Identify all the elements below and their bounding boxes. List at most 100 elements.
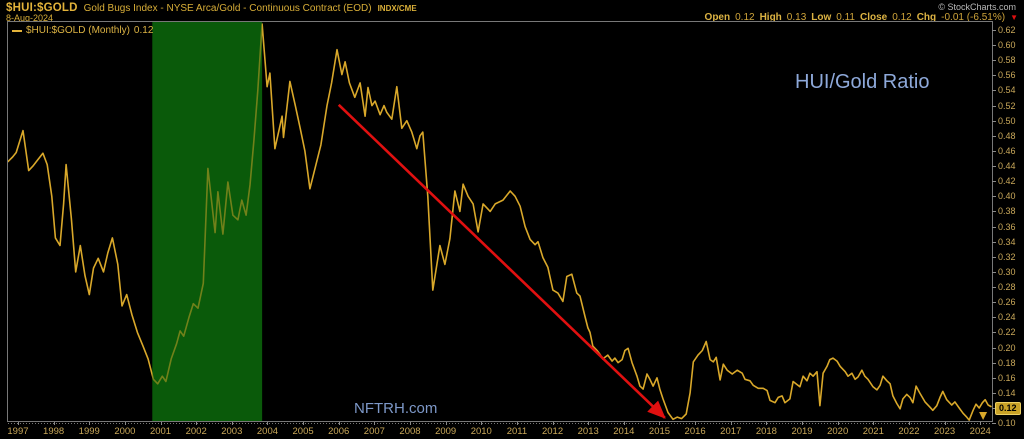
y-axis-label: 0.54 — [998, 85, 1016, 96]
y-axis-tick — [992, 120, 996, 122]
x-axis-label: 2002 — [185, 426, 207, 437]
x-axis-label: 1997 — [7, 426, 29, 437]
y-axis-label: 0.32 — [998, 251, 1016, 262]
exchange-label: INDX/CME — [377, 4, 417, 13]
x-axis-label: 2012 — [541, 426, 564, 437]
y-axis-label: 0.52 — [998, 100, 1016, 111]
y-axis-label: 0.62 — [998, 25, 1016, 35]
x-axis-label: 2001 — [149, 426, 172, 437]
x-axis-label: 2015 — [648, 426, 671, 437]
x-axis-tick — [766, 422, 768, 425]
x-axis-label: 2023 — [934, 426, 956, 437]
x-axis-label: 2011 — [506, 426, 528, 437]
y-axis-label: 0.58 — [998, 55, 1016, 66]
x-axis-label: 2018 — [755, 426, 777, 437]
x-axis-tick — [873, 422, 875, 425]
y-axis-label: 0.14 — [998, 387, 1016, 398]
y-axis-tick — [992, 287, 996, 289]
x-axis-label: 2014 — [613, 426, 635, 437]
y-axis-label: 0.36 — [998, 221, 1016, 232]
x-axis-tick — [552, 422, 554, 425]
y-axis-tick — [992, 256, 996, 258]
x-axis-label: 2022 — [898, 426, 920, 437]
y-axis-tick — [992, 181, 996, 183]
y-axis-label: 0.34 — [998, 236, 1016, 247]
y-axis-label: 0.48 — [998, 130, 1016, 141]
x-axis-tick — [374, 422, 376, 425]
x-axis-tick — [53, 422, 55, 425]
x-axis-tick — [267, 422, 269, 425]
x-axis-minor-ticks — [8, 423, 992, 424]
y-axis-tick — [992, 90, 996, 92]
ratio-annotation: HUI/Gold Ratio — [795, 71, 930, 93]
y-axis-tick — [992, 317, 996, 319]
x-axis-label: 2005 — [292, 426, 314, 437]
x-axis-tick — [481, 422, 483, 425]
y-axis-tick — [992, 30, 996, 31]
x-axis-label: 2019 — [791, 426, 813, 437]
x-axis-tick — [623, 422, 625, 425]
x-axis-tick — [659, 422, 661, 425]
x-axis-label: 2009 — [435, 426, 457, 437]
y-axis-tick — [992, 392, 996, 394]
y-axis-label: 0.24 — [998, 312, 1016, 323]
low-value: 0.11 — [836, 12, 855, 23]
x-axis-tick — [730, 422, 732, 425]
x-axis-label: 2006 — [328, 426, 350, 437]
y-axis-label: 0.44 — [998, 161, 1016, 172]
y-axis-label: 0.42 — [998, 176, 1016, 187]
bull-phase-highlight-tint — [152, 22, 263, 421]
x-axis-tick — [516, 422, 518, 425]
y-axis-tick — [992, 302, 996, 304]
y-axis-tick — [992, 377, 996, 379]
legend-series-value: 0.12 — [133, 25, 154, 36]
y-axis-tick — [992, 75, 996, 77]
plot-area: 0.12 0.62 0.60 0.58 0.56 0.54 0.52 0.50 0.48 0.4… — [7, 21, 1021, 428]
x-axis-label: 2004 — [256, 426, 279, 437]
nftrh-watermark: NFTRH.com — [354, 400, 438, 417]
y-axis-label: 0.56 — [998, 70, 1016, 81]
y-axis-label: 0.50 — [998, 115, 1016, 126]
y-axis-label: 0.46 — [998, 145, 1016, 156]
price-line-chart — [8, 22, 992, 421]
x-axis-label: 2008 — [399, 426, 421, 437]
y-axis-label: 0.26 — [998, 297, 1016, 308]
x-axis-tick — [980, 422, 982, 425]
change-label: Chg — [916, 12, 937, 23]
change-value: -0.01 (-6.51%) — [941, 12, 1006, 23]
y-axis-tick — [992, 45, 996, 47]
downtrend-arrow — [337, 103, 666, 419]
x-axis-label: 2017 — [720, 426, 742, 437]
x-axis-tick — [944, 422, 946, 425]
x-axis-tick — [124, 422, 126, 425]
y-axis-tick — [992, 196, 996, 198]
y-axis-tick — [992, 211, 996, 213]
y-axis-label: 0.20 — [998, 342, 1016, 353]
low-label: Low — [811, 12, 832, 23]
y-axis-label: 0.28 — [998, 282, 1016, 293]
x-axis-label: 2016 — [684, 426, 706, 437]
y-axis-tick — [992, 362, 996, 364]
y-axis-tick — [992, 423, 996, 425]
x-axis-label: 1998 — [43, 426, 65, 437]
y-axis-tick — [992, 241, 996, 243]
chart-header: $HUI:$GOLD Gold Bugs Index - NYSE Arca/G… — [6, 2, 417, 14]
x-axis-label: 2010 — [470, 426, 492, 437]
y-axis-tick — [992, 105, 996, 107]
y-axis-tick — [992, 150, 996, 152]
y-axis-tick — [992, 347, 996, 349]
x-axis-label: 2020 — [827, 426, 849, 437]
y-axis-tick — [992, 60, 996, 62]
x-axis-tick — [303, 422, 305, 425]
x-axis-label: 2007 — [363, 426, 385, 437]
x-axis-tick — [908, 422, 910, 425]
change-down-triangle-icon: ▼ — [1010, 12, 1018, 22]
y-axis-label: 0.16 — [998, 372, 1016, 383]
x-axis-tick — [588, 422, 590, 425]
legend-series-label: $HUI:$GOLD (Monthly) — [26, 25, 130, 36]
y-axis-tick — [992, 166, 996, 168]
x-axis-label: 2000 — [114, 426, 136, 437]
x-axis-tick — [445, 422, 447, 425]
y-axis-tick — [992, 135, 996, 137]
